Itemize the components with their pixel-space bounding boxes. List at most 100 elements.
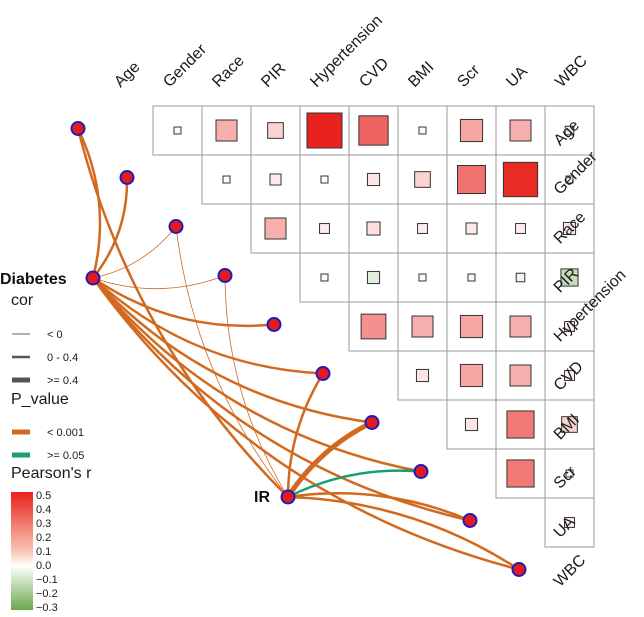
correlation-square <box>417 223 428 234</box>
legend-p-item-1: >= 0.05 <box>47 450 84 462</box>
correlation-square <box>560 268 579 287</box>
variable-node <box>413 464 429 479</box>
variable-node <box>217 268 233 283</box>
correlation-square <box>320 273 329 282</box>
top-label: WBC <box>552 52 590 90</box>
colorbar-tick-label: 0.5 <box>36 490 51 502</box>
legend-p-item-0: < 0.001 <box>47 427 84 439</box>
ir-node-label: IR <box>254 489 270 506</box>
mantel-link <box>92 226 177 279</box>
correlation-square <box>366 221 381 236</box>
correlation-square <box>267 122 284 139</box>
grid-cell <box>446 252 497 303</box>
variable-node <box>511 562 527 577</box>
colorbar-tick-label: −0.3 <box>36 602 58 614</box>
correlation-square <box>561 416 578 433</box>
top-label: Gender <box>160 41 210 91</box>
correlation-square <box>465 222 478 235</box>
correlation-square <box>502 161 539 198</box>
colorbar-tick-label: −0.2 <box>36 588 58 600</box>
colorbar-tick-label: 0.1 <box>36 546 51 558</box>
correlation-square <box>506 410 535 439</box>
correlation-square <box>564 517 575 528</box>
mantel-link <box>286 495 521 571</box>
mantel-link <box>175 226 289 498</box>
mantel-link <box>91 276 276 328</box>
correlation-square <box>564 125 575 136</box>
correlation-square <box>360 313 387 340</box>
correlation-square <box>464 417 479 432</box>
correlation-square <box>459 363 484 388</box>
correlation-square <box>269 173 282 186</box>
mantel-link <box>285 420 375 500</box>
correlation-grid <box>152 105 595 548</box>
mantel-link <box>76 127 102 280</box>
colorbar-tick-label: −0.1 <box>36 574 58 586</box>
correlation-square <box>306 112 343 149</box>
variable-node <box>462 513 478 528</box>
source-node <box>280 489 296 505</box>
mantel-link <box>91 176 129 280</box>
correlation-square <box>509 364 532 387</box>
correlation-square <box>457 165 486 194</box>
correlation-square <box>509 315 532 338</box>
colorbar-tick-label: 0.3 <box>36 518 51 530</box>
correlation-square <box>222 175 231 184</box>
top-label: PIR <box>258 60 289 91</box>
correlation-square <box>418 273 427 282</box>
correlation-square <box>565 469 574 478</box>
legend-cor-item-2: >= 0.4 <box>47 375 78 387</box>
correlation-square <box>366 270 381 285</box>
top-label: CVD <box>356 55 392 91</box>
mantel-link <box>76 127 290 499</box>
colorbar-tick-label: 0.2 <box>36 532 51 544</box>
variable-node <box>168 219 184 234</box>
source-node <box>85 270 101 286</box>
correlation-square <box>418 126 427 135</box>
mantel-links <box>76 127 521 571</box>
variable-node <box>119 170 135 185</box>
mantel-nodes <box>70 121 527 577</box>
legend-cor-item-1: 0 - 0.4 <box>47 352 78 364</box>
mantel-link <box>286 469 423 499</box>
mantel-link <box>91 276 472 522</box>
correlation-square <box>415 368 430 383</box>
mantel-link <box>224 275 289 498</box>
legend-cor-item-0: < 0 <box>47 329 63 341</box>
correlation-square <box>509 119 532 142</box>
correlation-square <box>467 273 476 282</box>
mantel-link <box>91 276 374 424</box>
legend-p-title: P_value <box>11 391 69 408</box>
legend-colorbar <box>11 492 33 610</box>
legend: Diabetes IR cor < 0 0 - 0.4 >= 0.4 P_val… <box>0 271 270 614</box>
correlation-square <box>506 459 535 488</box>
top-label: Race <box>209 52 248 91</box>
correlation-square <box>564 370 575 381</box>
top-label: BMI <box>405 59 437 91</box>
correlation-square <box>564 321 575 332</box>
legend-cor-title: cor <box>11 292 34 309</box>
correlation-square <box>515 272 526 283</box>
top-label: Age <box>111 59 143 91</box>
top-label: Scr <box>454 61 483 90</box>
right-label: WBC <box>551 552 589 590</box>
colorbar-tick-label: 0.0 <box>36 560 51 572</box>
variable-node <box>315 366 331 381</box>
correlation-square <box>358 115 389 146</box>
legend-colorbar-ticks: 0.5 0.4 0.3 0.2 0.1 0.0 −0.1 −0.2 −0.3 <box>36 490 58 614</box>
correlation-square <box>215 119 238 142</box>
correlation-square <box>319 223 330 234</box>
top-label: UA <box>503 63 531 91</box>
correlation-square <box>173 126 182 135</box>
correlation-square <box>366 172 381 187</box>
variable-node <box>364 415 380 430</box>
mantel-link <box>286 372 325 499</box>
correlation-square <box>411 315 434 338</box>
correlation-square <box>459 314 484 339</box>
mantel-link <box>91 276 423 473</box>
mantel-link <box>92 275 226 290</box>
variable-node <box>266 317 282 332</box>
mantel-link <box>286 492 472 522</box>
mantel-link <box>91 276 521 571</box>
